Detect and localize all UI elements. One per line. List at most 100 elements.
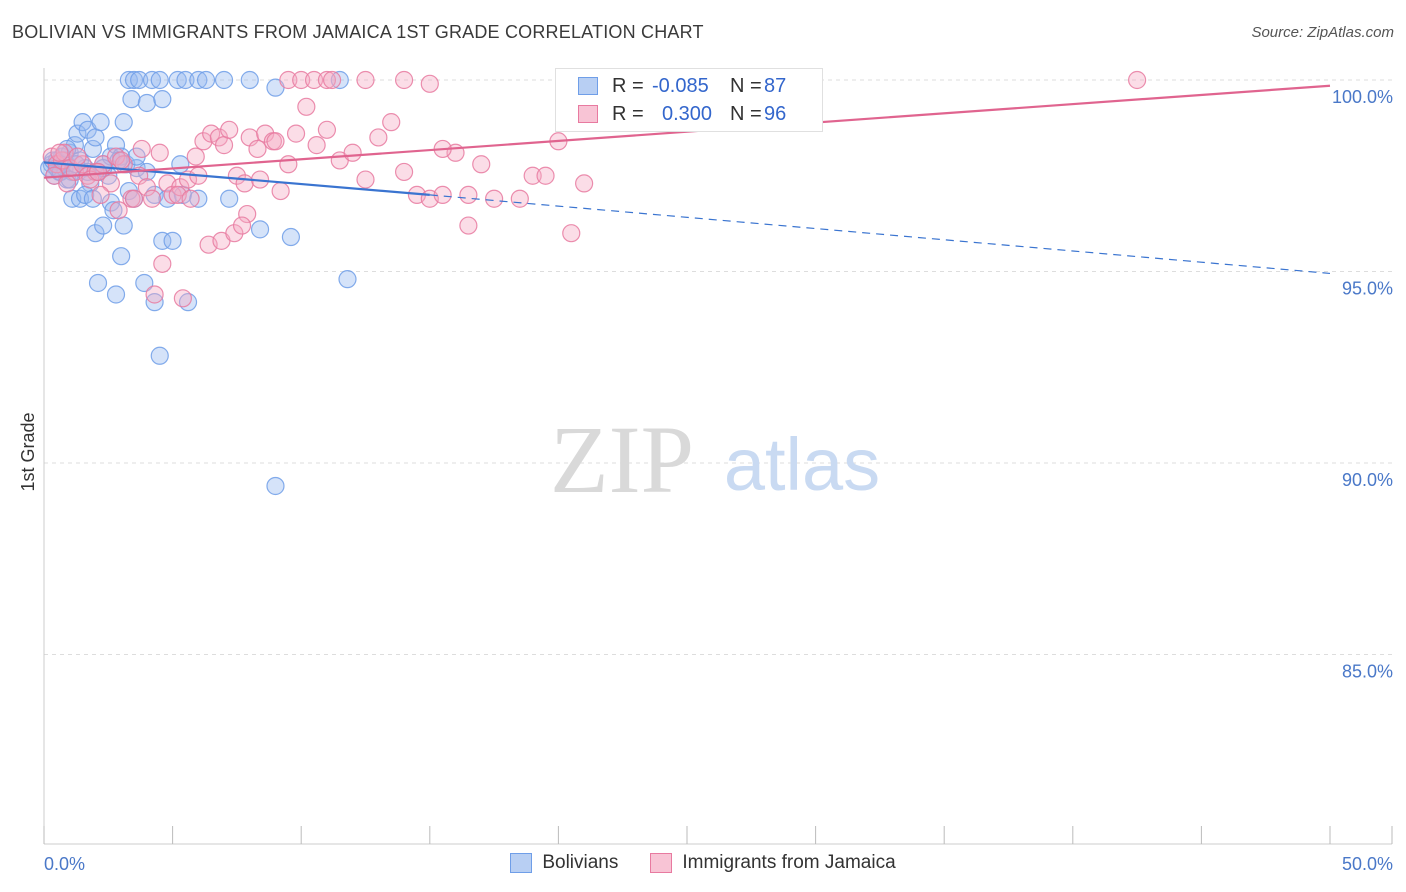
jamaica-point [523,166,542,185]
jamaica-point [394,162,414,182]
jamaica-point [132,139,151,159]
legend-label-bolivians: Bolivians [542,852,619,873]
series-legend: Bolivians Immigrants from Jamaica [0,852,1406,874]
bolivian-point [88,273,108,293]
jamaica-point [186,147,205,166]
bolivian-point [104,201,123,220]
y-tick-label: 100.0% [1332,87,1393,107]
y-axis-title: 1st Grade [18,412,38,491]
jamaica-point [220,120,239,139]
r-label: R = [612,102,644,125]
jamaica-point [286,124,306,143]
jamaica-point [173,289,192,308]
legend-row-jamaica: R = 0.300 N = 96 [578,101,786,127]
n-value: 96 [764,102,787,125]
bolivian-point [338,270,357,289]
bolivian-trend-line [43,161,430,196]
watermark: ZIP atlas [550,406,880,513]
bolivian-point [196,70,216,90]
bolivian-point [153,231,172,250]
stats-legend: R = -0.085 N = 87 R = 0.300 N = 96 [555,68,823,132]
legend-row-bolivians: R = -0.085 N = 87 [578,73,786,99]
source-label: Source: ZipAtlas.com [1251,24,1394,41]
bolivian-point [153,90,172,109]
jamaica-point [137,178,156,197]
jamaica-point [562,224,581,243]
bolivian-point [106,285,126,304]
jamaica-point [420,74,439,93]
jamaica-point [101,174,120,193]
bolivian-point [137,93,156,113]
jamaica-point [433,185,452,204]
jamaica-point [181,189,200,208]
jamaica-point [279,155,298,174]
bolivian-point [168,70,187,90]
bolivian-point [112,247,131,266]
jamaica-point [485,189,504,208]
jamaica-point [279,70,298,90]
jamaica-point [317,120,337,139]
bolivian-point [124,70,144,90]
jamaica-point [235,174,254,193]
y-tick-labels: 100.0% 95.0% 90.0% 85.0% [1332,87,1393,682]
jamaica-point [356,70,375,90]
y-tick-label: 90.0% [1342,470,1393,490]
bolivian-point [189,70,208,90]
jamaica-point [459,185,478,204]
x-tick-label: 50.0% [1342,854,1393,874]
jamaica-point [266,132,285,151]
legend-swatch-bolivians [578,77,598,95]
r-value: -0.085 [652,74,709,97]
jamaica-point [142,189,162,208]
data-points [40,70,1147,496]
watermark-atlas: atlas [724,423,880,506]
jamaica-point [50,143,69,162]
jamaica-point [304,70,324,90]
jamaica-point [271,181,290,201]
bolivian-point [135,273,154,293]
bolivian-point [130,70,149,90]
x-tick-labels: 0.0% 50.0% [44,854,1393,874]
jamaica-point [68,147,87,166]
jamaica-point [124,189,144,208]
jamaica-point [145,285,164,304]
bolivian-point [114,216,133,235]
jamaica-point [153,254,172,273]
watermark-zip: ZIP [550,406,694,513]
jamaica-point [297,97,316,116]
r-label: R = [612,74,644,97]
legend-item-jamaica[interactable]: Immigrants from Jamaica [650,852,896,874]
bolivian-point [83,139,102,159]
jamaica-point [256,124,275,143]
jamaica-point [472,155,491,174]
bolivian-point [150,346,169,365]
bolivian-point [163,231,182,250]
jamaica-point [232,216,252,235]
jamaica-point [394,70,414,90]
jamaica-point [1127,70,1147,90]
bolivian-point [91,113,110,132]
jamaica-point [109,201,128,220]
bolivian-point [68,124,87,143]
jamaica-point [150,143,169,162]
y-tick-label: 85.0% [1342,662,1393,682]
bolivian-point [122,90,141,109]
legend-swatch-bolivians [510,853,533,873]
x-tick-label: 0.0% [44,854,85,874]
bolivian-point [119,70,138,90]
jamaica-point [292,70,311,90]
legend-swatch-jamaica [650,853,673,873]
y-tick-label: 95.0% [1342,279,1393,299]
gridlines [44,79,1392,655]
jamaica-point [317,70,337,90]
bolivian-point [142,70,162,90]
chart-title: BOLIVIAN VS IMMIGRANTS FROM JAMAICA 1ST … [12,22,704,42]
bolivian-point [281,227,301,247]
bolivian-point [114,113,133,132]
legend-swatch-jamaica [578,105,598,123]
jamaica-point [510,189,529,208]
legend-item-bolivians[interactable]: Bolivians [510,852,618,874]
jamaica-point [459,216,478,235]
bolivian-point [94,216,113,235]
jamaica-point [238,204,257,224]
